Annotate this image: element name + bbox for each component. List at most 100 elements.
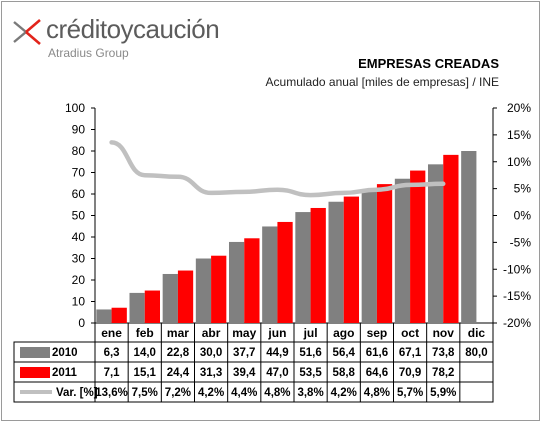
legend-label-var: Var. [%] [56, 387, 98, 399]
bar-2011-jul [310, 207, 326, 323]
data-label: 14,0 [134, 347, 156, 359]
x-tick-label: nov [433, 326, 455, 340]
data-label: 51,6 [299, 347, 321, 359]
data-label: 4,2% [331, 387, 357, 399]
y-tick-label-right: -15% [503, 289, 531, 303]
legend-label-2010: 2010 [52, 347, 78, 359]
data-label: 80,0 [465, 347, 487, 359]
y-tick-label-right: -20% [503, 316, 531, 330]
y-tick-label-right: 10% [507, 155, 531, 169]
bar-2010-ene [96, 309, 112, 323]
x-tick-label: feb [136, 326, 154, 340]
bar-2010-oct [394, 178, 411, 323]
data-label: 3,8% [297, 387, 323, 399]
brand-logo: créditoycaución Atradius Group [12, 8, 272, 64]
x-tick-label: ene [101, 326, 122, 340]
bar-2010-nov [427, 164, 444, 323]
bar-2010-may [228, 241, 245, 323]
y-tick-label-left: 0 [78, 316, 85, 330]
y-tick-label-right: 5% [514, 182, 532, 196]
brand-name: créditoycaución [46, 14, 220, 44]
line-var-series [109, 140, 446, 198]
y-tick-label-right: 0% [514, 209, 532, 223]
y-tick-label-left: 30 [72, 252, 86, 266]
bar-2011-ene [111, 307, 127, 323]
data-label: 5,7% [397, 387, 423, 399]
bar-2010-jul [295, 212, 311, 323]
x-tick-label: jun [267, 326, 286, 340]
data-label: 4,4% [231, 387, 257, 399]
bar-2011-sep [376, 184, 393, 323]
data-label: 4,2% [198, 387, 224, 399]
x-tick-label: abr [202, 326, 221, 340]
y-tick-label-right: 20% [507, 101, 531, 115]
y-tick-label-left: 40 [72, 230, 86, 244]
bar-2011-may [244, 238, 260, 323]
brand-arrow-icon [13, 19, 41, 45]
y-tick-label-left: 90 [72, 123, 86, 137]
y-tick-label-right: -5% [510, 235, 532, 249]
y-tick-label-left: 60 [72, 187, 86, 201]
brand-tagline: Atradius Group [48, 46, 129, 60]
data-label: 6,3 [104, 347, 120, 359]
x-tick-label: sep [367, 326, 388, 340]
data-label: 24,4 [167, 367, 190, 379]
data-label: 30,0 [200, 347, 222, 359]
bar-2011-ago [343, 196, 360, 323]
legend-label-2011: 2011 [52, 367, 78, 379]
y-tick-label-left: 10 [72, 295, 86, 309]
data-label: 70,9 [399, 367, 421, 379]
y-tick-label-left: 50 [72, 209, 86, 223]
data-label: 73,8 [432, 347, 455, 359]
chart-subtitle: Acumulado anual [miles de empresas] / IN… [265, 75, 499, 89]
y-tick-label-left: 70 [72, 166, 86, 180]
data-label: 7,5% [132, 387, 158, 399]
bar-2010-feb [129, 292, 145, 323]
y-tick-label-right: 15% [507, 128, 531, 142]
data-label: 4,8% [364, 387, 390, 399]
x-tick-label: mar [167, 326, 189, 340]
data-label: 5,9% [430, 387, 456, 399]
bar-2010-sep [361, 190, 377, 323]
bar-2010-ago [328, 201, 344, 323]
y-tick-label-left: 20 [72, 273, 86, 287]
data-label: 56,4 [333, 347, 356, 359]
data-label: 39,4 [233, 367, 256, 379]
bar-2010-mar [162, 273, 178, 323]
data-label: 7,2% [165, 387, 191, 399]
chart-title: EMPRESAS CREADAS [358, 56, 499, 71]
data-label: 37,7 [233, 347, 255, 359]
data-label: 61,6 [366, 347, 388, 359]
bar-2011-jun [277, 221, 293, 323]
data-label: 58,8 [333, 367, 356, 379]
legend-key-2011 [20, 367, 50, 378]
data-label: 15,1 [134, 367, 157, 379]
x-tick-label: ago [333, 326, 354, 340]
bar-2010-abr [195, 258, 212, 323]
y-tick-label-left: 80 [72, 144, 86, 158]
x-tick-label: dic [468, 326, 486, 340]
y-tick-label-left: 100 [65, 101, 85, 115]
bar-2011-oct [410, 170, 426, 323]
bar-2011-nov [443, 154, 459, 323]
data-label: 78,2 [432, 367, 454, 379]
data-label: 22,8 [167, 347, 190, 359]
bar-2010-jun [262, 226, 278, 323]
legend-key-2010 [20, 347, 50, 358]
x-tick-label: jul [303, 326, 318, 340]
data-label: 7,1 [104, 367, 121, 379]
data-label: 4,8% [264, 387, 290, 399]
bar-2010-dic [461, 151, 477, 323]
bar-2011-feb [144, 290, 161, 323]
data-label: 44,9 [266, 347, 288, 359]
x-tick-label: may [232, 326, 256, 340]
data-label: 47,0 [266, 367, 288, 379]
bar-2011-abr [211, 255, 227, 323]
x-tick-label: oct [401, 326, 419, 340]
data-label: 67,1 [399, 347, 422, 359]
data-label: 64,6 [366, 367, 388, 379]
data-label: 13,6% [95, 387, 128, 399]
data-label: 31,3 [200, 367, 222, 379]
y-tick-label-right: -10% [503, 262, 531, 276]
